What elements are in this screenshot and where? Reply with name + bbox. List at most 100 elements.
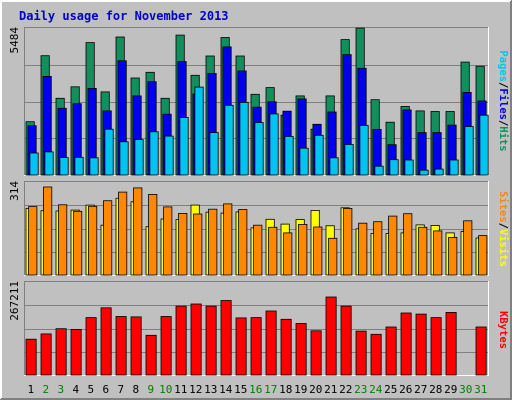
bar-pages-day-17 [269, 113, 279, 176]
bar-sites-day-16 [253, 224, 263, 276]
bar-pages-day-31 [479, 114, 489, 176]
bar-sites-day-29 [448, 236, 458, 276]
day-label-19: 19 [294, 383, 307, 396]
bar-sites-day-13 [208, 208, 218, 276]
bar-kbytes-day-5 [85, 317, 97, 376]
bar-pages-day-4 [74, 156, 84, 176]
bar-sites-day-22 [343, 207, 353, 276]
bar-sites-day-17 [268, 226, 278, 276]
day-label-29: 29 [444, 383, 457, 396]
chart-title: Daily usage for November 2013 [19, 9, 229, 23]
bar-sites-day-19 [298, 223, 308, 276]
day-label-24: 24 [369, 383, 383, 396]
max-label-hits-files-pages: 5484 [8, 27, 21, 54]
panel-kbytes: 267211 KBytes [8, 281, 509, 376]
bar-kbytes-day-23 [355, 330, 367, 376]
bar-pages-day-18 [284, 135, 294, 176]
bar-pages-day-9 [149, 131, 159, 176]
bar-pages-day-25 [389, 159, 399, 176]
bar-pages-day-22 [344, 143, 354, 176]
bar-kbytes-day-15 [235, 317, 247, 376]
bar-pages-day-26 [404, 159, 414, 176]
legend-item-hits: Hits [497, 126, 509, 151]
bar-pages-day-8 [134, 139, 144, 176]
bar-kbytes-day-3 [55, 328, 67, 376]
bar-sites-day-27 [418, 226, 428, 276]
legend-item-visits: Visits [497, 229, 509, 267]
day-label-30: 30 [459, 383, 472, 396]
bar-pages-day-12 [194, 86, 204, 176]
day-label-22: 22 [339, 383, 352, 396]
day-label-14: 14 [219, 383, 233, 396]
bar-sites-day-2 [43, 186, 53, 276]
bar-pages-day-13 [209, 132, 219, 176]
day-label-15: 15 [234, 383, 247, 396]
legend-separator: / [497, 223, 509, 229]
bar-sites-day-8 [133, 187, 143, 276]
bar-sites-day-23 [358, 222, 368, 276]
day-label-8: 8 [132, 383, 139, 396]
bar-pages-day-29 [449, 159, 459, 176]
bar-kbytes-day-20 [310, 330, 322, 376]
bar-pages-day-5 [89, 157, 99, 176]
day-label-28: 28 [429, 383, 442, 396]
bar-pages-day-3 [59, 157, 69, 176]
bar-pages-day-20 [314, 134, 324, 176]
bar-kbytes-day-21 [325, 296, 337, 376]
bar-sites-day-21 [328, 237, 338, 276]
bar-pages-day-15 [239, 102, 249, 176]
bar-kbytes-day-14 [220, 300, 232, 376]
bar-pages-day-27 [419, 169, 429, 176]
day-label-7: 7 [117, 383, 124, 396]
bar-sites-day-9 [148, 193, 158, 276]
day-label-26: 26 [399, 383, 412, 396]
max-label-kbytes: 267211 [8, 281, 21, 321]
bar-files-day-27 [417, 132, 427, 176]
bar-pages-day-2 [44, 151, 54, 176]
bar-sites-day-15 [238, 209, 248, 276]
bar-kbytes-day-28 [430, 317, 442, 376]
bar-kbytes-day-29 [445, 311, 457, 376]
bar-sites-day-11 [178, 212, 188, 276]
bar-kbytes-day-4 [70, 328, 82, 376]
legend-item-files: Files [497, 88, 509, 120]
bar-pages-day-11 [179, 117, 189, 176]
day-label-6: 6 [102, 383, 109, 396]
bar-sites-day-24 [373, 221, 383, 276]
bar-kbytes-day-13 [205, 305, 217, 376]
legend-separator: / [497, 120, 509, 126]
bar-kbytes-day-31 [475, 326, 487, 376]
day-label-17: 17 [264, 383, 277, 396]
day-label-2: 2 [42, 383, 49, 396]
bar-pages-day-23 [359, 125, 369, 176]
legend-visits-sites: Sites/Visits [497, 191, 509, 267]
bar-sites-day-26 [403, 213, 413, 276]
bar-pages-day-14 [224, 104, 234, 176]
legend-item-kbytes: KBytes [497, 311, 509, 349]
bar-sites-day-14 [223, 203, 233, 276]
bar-kbytes-day-17 [265, 310, 277, 376]
bar-kbytes-day-10 [160, 316, 172, 376]
bar-sites-day-3 [58, 204, 68, 276]
day-label-4: 4 [72, 383, 79, 396]
bar-kbytes-day-6 [100, 307, 112, 376]
bar-sites-day-25 [388, 215, 398, 276]
bar-kbytes-day-26 [400, 312, 412, 376]
day-label-11: 11 [174, 383, 187, 396]
legend-hits-files-pages: Pages/Files/Hits [497, 50, 509, 151]
day-label-10: 10 [159, 383, 172, 396]
bar-pages-day-21 [329, 157, 339, 176]
bar-kbytes-day-16 [250, 317, 262, 376]
bar-kbytes-day-2 [40, 333, 52, 376]
bar-sites-day-12 [193, 213, 203, 276]
bar-sites-day-4 [73, 210, 83, 276]
max-label-visits-sites: 314 [8, 181, 21, 201]
bar-sites-day-1 [28, 206, 38, 276]
panel-visits-sites: 314 Sites/Visits [8, 181, 509, 276]
day-label-31: 31 [474, 383, 487, 396]
bar-kbytes-day-22 [340, 305, 352, 376]
panel-hits-files-pages: 5484 Pages/Files/Hits [8, 27, 509, 176]
day-label-25: 25 [384, 383, 397, 396]
day-label-9: 9 [147, 383, 154, 396]
bar-sites-day-6 [103, 200, 113, 276]
